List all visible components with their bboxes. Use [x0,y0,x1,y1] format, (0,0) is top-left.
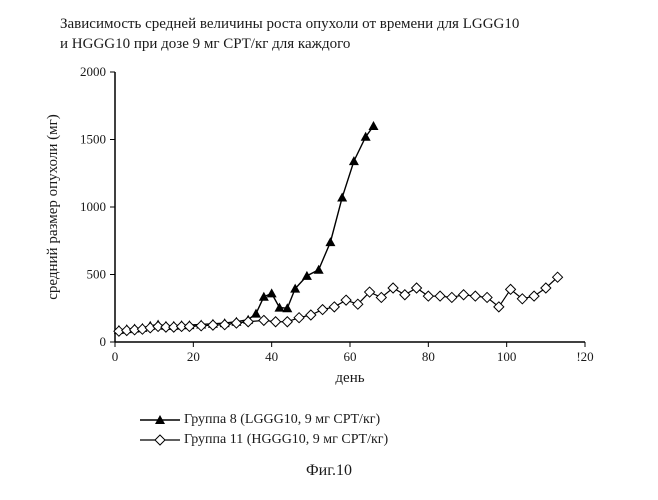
svg-text:100: 100 [497,349,517,364]
svg-text:!20: !20 [576,349,593,364]
legend-item-group11: Группа 11 (HGGG10, 9 мг CPT/кг) [140,430,388,450]
svg-text:средний размер опухоли (мг): средний размер опухоли (мг) [45,114,61,300]
svg-text:40: 40 [265,349,278,364]
legend-label: Группа 11 (HGGG10, 9 мг CPT/кг) [184,432,388,448]
legend-label: Группа 8 (LGGG10, 9 мг CPT/кг) [184,412,380,428]
svg-text:500: 500 [87,267,107,282]
figure-caption: Фиг.10 [0,462,658,480]
tumor-growth-chart: 0 500 1000 1500 2000 0 20 40 60 80 100 !20 день средн… [0,62,658,402]
legend-item-group8: Группа 8 (LGGG10, 9 мг CPT/кг) [140,410,388,430]
title-line1: Зависимость средней величины роста опухо… [60,16,519,32]
svg-text:1500: 1500 [80,132,106,147]
legend-swatch-triangle [140,413,180,427]
svg-text:60: 60 [344,349,357,364]
title-line2: и HGGG10 при дозе 9 мг CPT/кг для каждог… [60,36,350,52]
legend: Группа 8 (LGGG10, 9 мг CPT/кг) Группа 11… [140,410,388,450]
svg-text:80: 80 [422,349,435,364]
svg-text:0: 0 [112,349,119,364]
svg-text:день: день [335,370,364,386]
chart-title: Зависимость средней величины роста опухо… [60,14,620,55]
svg-text:1000: 1000 [80,199,106,214]
svg-text:0: 0 [100,334,107,349]
legend-swatch-diamond [140,433,180,447]
svg-text:20: 20 [187,349,200,364]
svg-text:2000: 2000 [80,64,106,79]
